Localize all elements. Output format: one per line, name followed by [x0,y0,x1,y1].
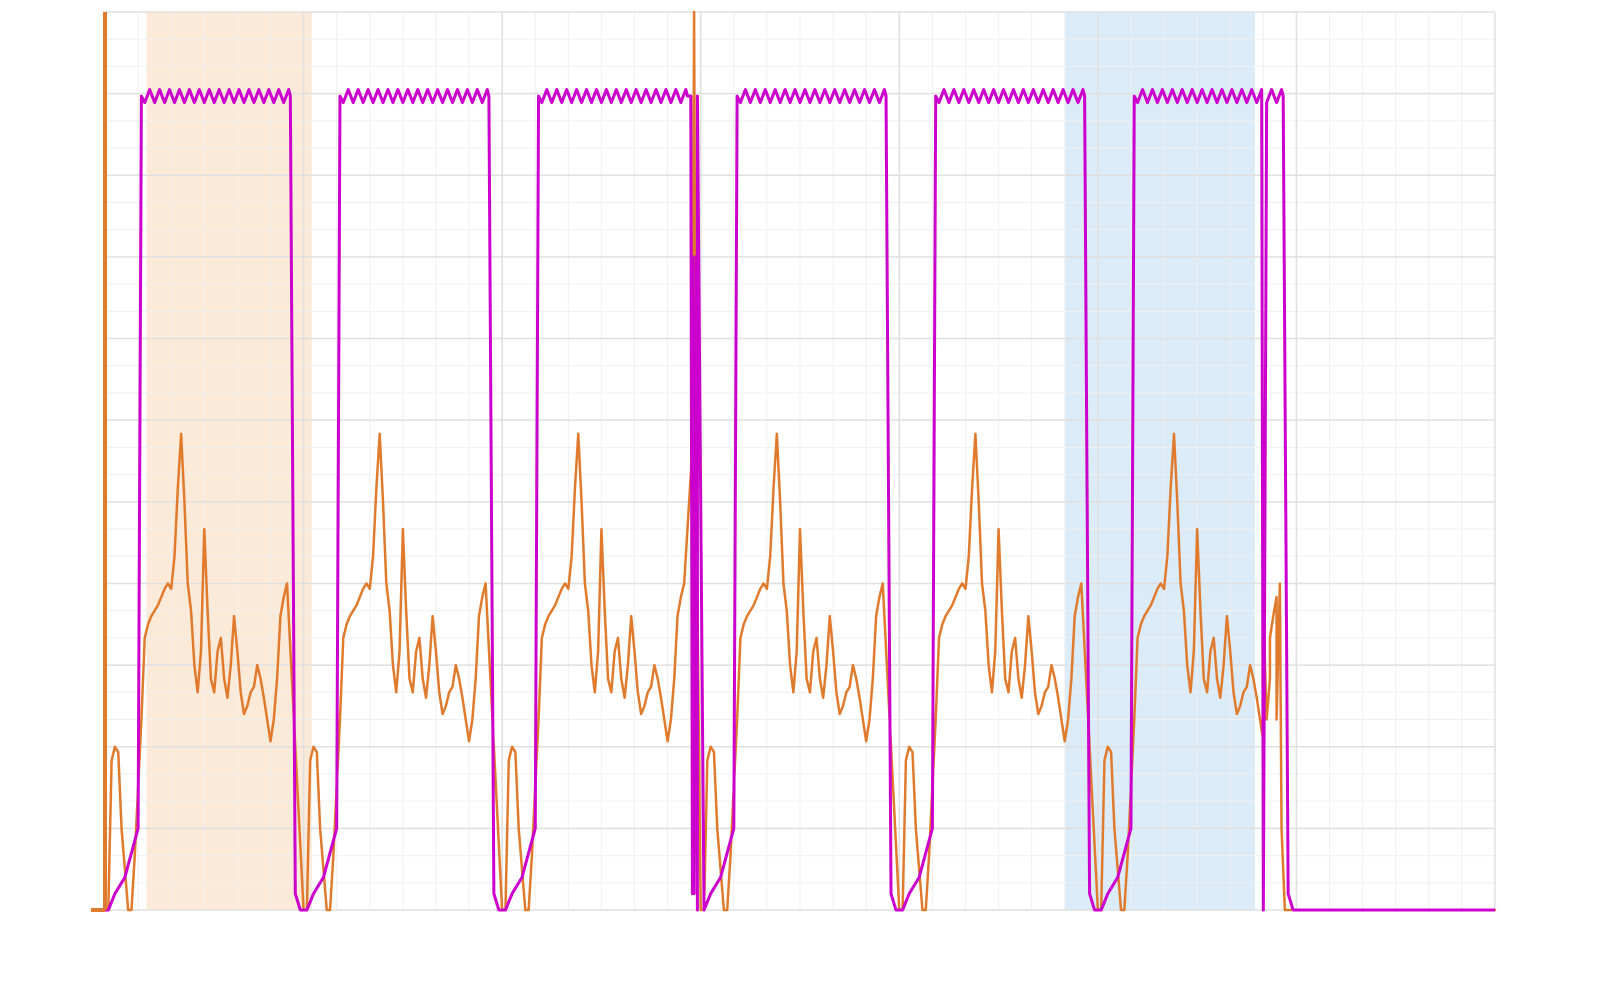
highlight-band [1065,12,1255,910]
chart-container [0,0,1600,998]
chart-svg [0,0,1600,998]
